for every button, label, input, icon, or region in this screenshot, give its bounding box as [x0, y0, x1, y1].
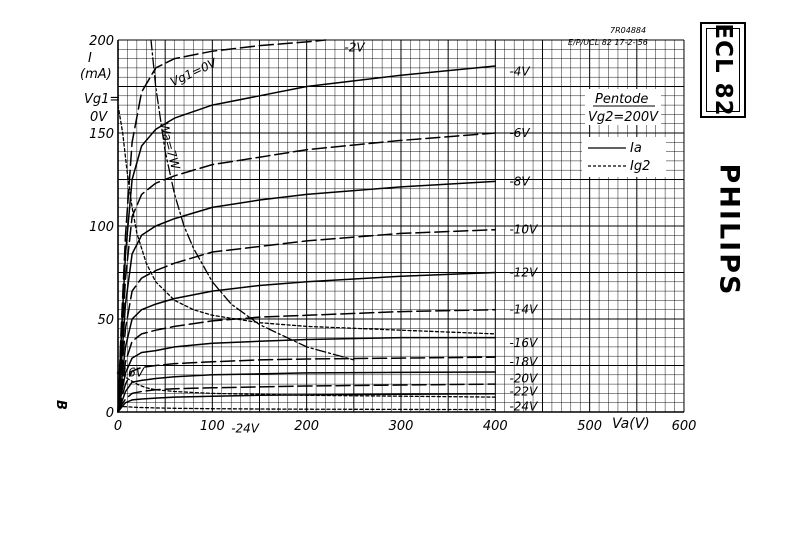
y-tick-label: 100 [89, 220, 114, 235]
series-ia-line [117, 308, 497, 413]
series-label: -8V [509, 174, 530, 188]
series-label: -4V [509, 65, 530, 79]
annotation-label: Wa=7W [157, 121, 183, 172]
y-axis-label: I [88, 51, 92, 66]
annotation-label: Vg1=0V [168, 55, 219, 89]
philips-logo: PHILIPS [712, 160, 746, 300]
y-axis-unit: (mA) [80, 67, 112, 82]
vg1-value: 0V [90, 110, 108, 125]
x-tick-label: 600 [672, 419, 697, 434]
y-tick-label: 150 [89, 127, 114, 142]
y-tick-label: 0 [106, 406, 114, 421]
grid-major [117, 39, 685, 413]
legend-box [585, 89, 661, 125]
legend-ig2-label: Ig2 [630, 159, 650, 174]
header-code: 7R04884 [610, 26, 646, 35]
vg1-label: Vg1= [84, 92, 120, 107]
x-tick-label: 200 [294, 419, 319, 434]
y-tick-label: 200 [89, 34, 114, 49]
type-number-inner-border [706, 28, 740, 112]
x-tick-label: 0 [114, 419, 122, 434]
series-label: -22V [509, 385, 538, 399]
series-ig2-line [117, 405, 496, 411]
series-ia-line [117, 180, 497, 413]
series-label: -18V [509, 355, 538, 369]
legend: Pentode Vg2=200V Ia Ig2 [582, 89, 666, 177]
series-ia-line [117, 356, 497, 413]
x-tick-label: 500 [577, 419, 602, 434]
legend-key-box [582, 137, 666, 177]
series-label: -16V [509, 336, 538, 350]
series-label: -10V [509, 223, 538, 237]
annotation-label: -24V [231, 421, 260, 435]
legend-ia-label: Ia [630, 141, 642, 156]
series-ia-line [117, 39, 327, 413]
series-label: -12V [509, 266, 538, 280]
legend-condition: Vg2=200V [588, 110, 659, 125]
series-ia-line [117, 383, 497, 413]
logo-text: PHILIPS [713, 163, 745, 297]
curves [117, 39, 497, 413]
series-ig2-line [117, 370, 496, 398]
series-ia-line [117, 271, 497, 413]
series-dissipation-line [150, 39, 355, 361]
series-label: -6V [509, 126, 530, 140]
series-ia-line [117, 65, 497, 413]
x-tick-label: 400 [483, 419, 508, 434]
type-number: ECL 82 [710, 23, 736, 117]
tick-labels: 0 100 200 300 400 500 600 0 50 100 150 200 [89, 34, 696, 434]
series-ia-line [117, 132, 497, 413]
series-label: -2V [344, 40, 365, 54]
series-label: -24V [509, 399, 538, 413]
series-label: -20V [509, 372, 538, 386]
series-label: -14V [509, 303, 538, 317]
side-label: B [53, 400, 68, 410]
legend-mode: Pentode [595, 92, 648, 107]
series-ia-line [117, 371, 497, 413]
annotation-label: -16V [116, 366, 145, 380]
x-axis-label: Va(V) [612, 416, 650, 432]
header-ref: E/P/UCL 82 17-2-'56 [568, 38, 648, 47]
x-tick-label: 300 [389, 419, 414, 434]
series-ia-line [117, 228, 497, 413]
y-tick-label: 50 [97, 313, 114, 328]
series-ig2-line [117, 104, 496, 335]
type-number-box: ECL 82 [700, 22, 746, 118]
x-tick-label: 100 [200, 419, 225, 434]
